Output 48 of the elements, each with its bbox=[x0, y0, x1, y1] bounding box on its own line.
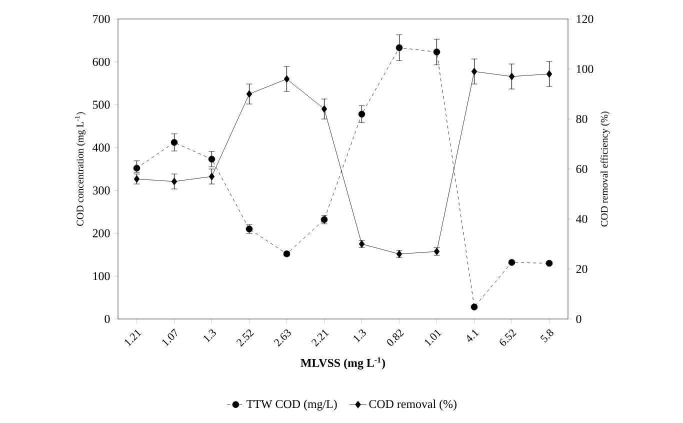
x-tick-label: 1.21 bbox=[124, 330, 142, 346]
y-tick-label: 100 bbox=[93, 272, 110, 280]
x-axis-title: MLVSS (mg L$^{-1}$) bbox=[300, 357, 386, 370]
point bbox=[508, 259, 516, 266]
x-tick-label: 1.07 bbox=[162, 328, 177, 346]
point bbox=[471, 68, 478, 76]
point bbox=[546, 70, 552, 78]
x-tick-label: 2.52 bbox=[236, 330, 254, 347]
legend-label: COD removal (%) bbox=[369, 400, 456, 411]
y2-tick-label: 40 bbox=[576, 214, 588, 224]
y-tick-label: 300 bbox=[92, 186, 110, 194]
y-tick-label: 0 bbox=[104, 314, 110, 324]
point bbox=[321, 105, 328, 113]
point bbox=[208, 172, 215, 180]
x-tick-label: 2.63 bbox=[274, 329, 291, 347]
y2-tick-label: 120 bbox=[576, 14, 594, 24]
y-tick-label: 400 bbox=[92, 144, 110, 152]
x-tick-label: 4.1 bbox=[467, 330, 479, 342]
point bbox=[170, 139, 178, 146]
point bbox=[433, 48, 440, 56]
y-tick-label: 700 bbox=[93, 14, 110, 24]
y2-tick-label: 0 bbox=[576, 314, 582, 324]
point bbox=[470, 304, 478, 310]
x-tick-label: 2.21 bbox=[311, 330, 329, 347]
y2-tick-label: 80 bbox=[576, 114, 588, 124]
y2-tick-label: 100 bbox=[576, 64, 594, 74]
y-tick-label: 500 bbox=[92, 100, 110, 109]
x-tick-label: 1.01 bbox=[424, 330, 442, 346]
point bbox=[246, 90, 252, 98]
x-tick-label: 5.8 bbox=[540, 329, 554, 342]
legend-label: TTW COD (mg/L) bbox=[246, 400, 337, 411]
x-tick-label: 1.3 bbox=[204, 329, 216, 342]
x-tick-label: 6.52 bbox=[500, 330, 516, 346]
x-tick-label: 1.3 bbox=[354, 329, 366, 342]
point bbox=[396, 44, 403, 52]
point bbox=[358, 110, 366, 118]
x-tick-label: 0.82 bbox=[387, 330, 404, 346]
point bbox=[284, 75, 290, 83]
y2-tick-label: 60 bbox=[576, 164, 588, 174]
y-tick-label: 200 bbox=[92, 229, 110, 238]
point bbox=[208, 156, 216, 163]
point bbox=[546, 260, 553, 267]
point bbox=[508, 72, 515, 80]
y2-axis-title: COD removal efficiency (%) bbox=[600, 112, 610, 226]
y-tick-label: 600 bbox=[92, 58, 110, 66]
y-axis-title: COD concentration (mg L$^{-1}$) bbox=[75, 112, 86, 226]
y2-tick-label: 20 bbox=[576, 264, 588, 274]
point bbox=[171, 178, 178, 186]
